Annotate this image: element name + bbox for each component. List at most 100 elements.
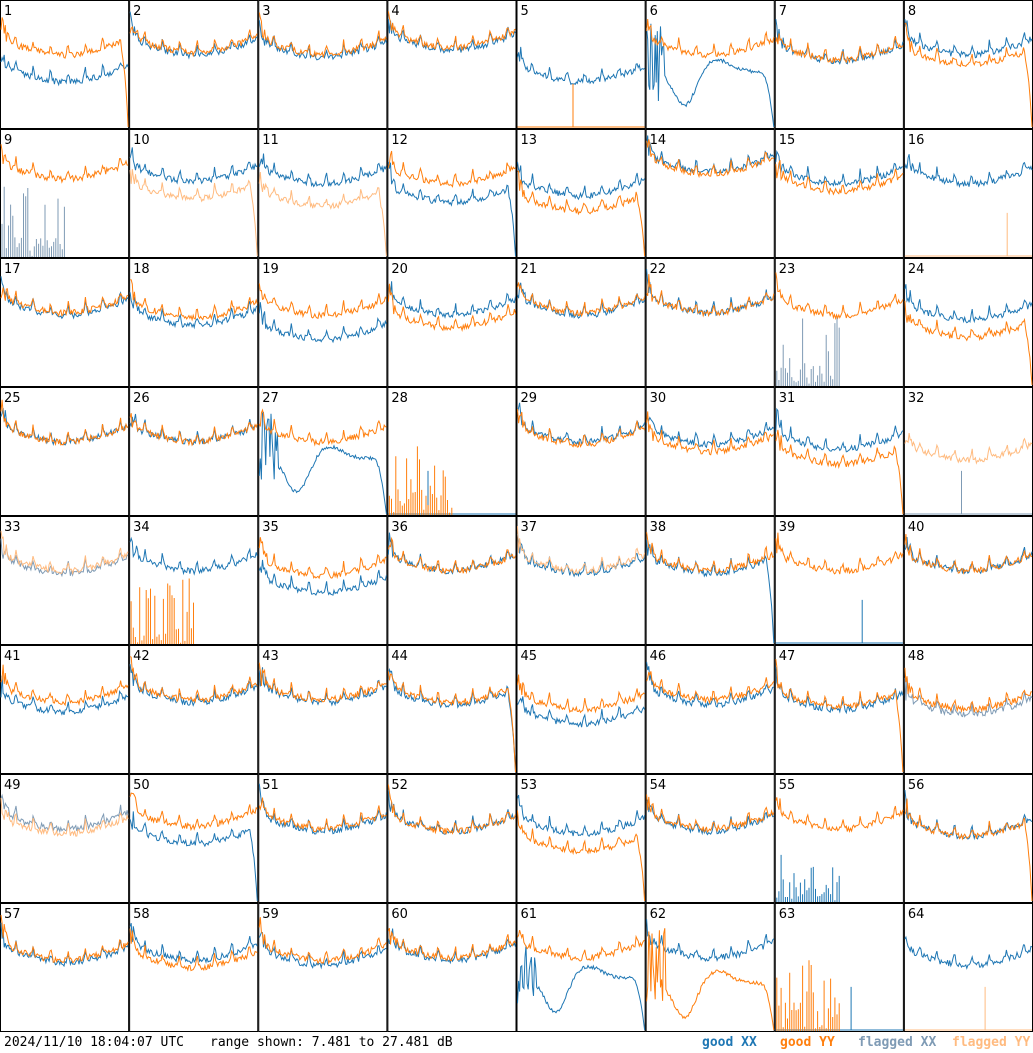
panel-label: 20: [391, 262, 408, 277]
trace-xx-1: [0, 54, 129, 87]
panel-frame: [387, 0, 517, 129]
panel-frame: [258, 129, 388, 258]
panel-30: 30: [645, 387, 775, 516]
panel-label: 63: [779, 907, 796, 922]
trace-yy-54: [646, 794, 775, 833]
panel-label: 25: [4, 391, 21, 406]
panel-14: 14: [645, 129, 775, 258]
trace-yy-23: [775, 272, 904, 321]
panel-label: 1: [4, 4, 12, 19]
trace-yy-49: [0, 797, 129, 837]
panel-63: 63: [774, 903, 904, 1032]
panel-label: 48: [908, 649, 925, 664]
trace-yy-2: [129, 25, 258, 58]
panel-frame: [903, 258, 1033, 387]
trace-xx-23: [776, 317, 840, 386]
panel-21: 21: [516, 258, 646, 387]
trace-yy-38: [646, 532, 775, 574]
panel-frame: [387, 645, 517, 774]
panel-frame: [516, 774, 646, 903]
panel-frame: [645, 903, 775, 1032]
panel-frame: [387, 258, 517, 387]
panel-22: 22: [645, 258, 775, 387]
trace-yy-4: [387, 11, 516, 52]
panel-frame: [0, 387, 130, 516]
panel-frame: [258, 774, 388, 903]
trace-yy-8: [904, 22, 1033, 128]
panel-11: 11: [258, 129, 388, 258]
panel-43: 43: [258, 645, 388, 774]
trace-xx-18: [129, 292, 258, 330]
panel-58: 58: [129, 903, 259, 1032]
panel-label: 36: [391, 520, 408, 535]
trace-yy-61: [517, 929, 645, 962]
panel-frame: [258, 0, 388, 129]
trace-yy-33: [0, 530, 129, 576]
panel-label: 59: [262, 907, 279, 922]
panel-label: 44: [391, 649, 408, 664]
trace-xx-61: [517, 945, 646, 1031]
panel-2: 2: [129, 0, 259, 129]
panel-label: 40: [908, 520, 925, 535]
panel-57: 57: [0, 903, 130, 1032]
panel-frame: [645, 258, 775, 387]
panel-frame: [387, 516, 517, 645]
panel-45: 45: [516, 645, 646, 774]
panel-frame: [129, 645, 259, 774]
trace-yy-11: [258, 171, 387, 257]
panel-23: 23: [774, 258, 904, 387]
panel-frame: [774, 516, 904, 645]
panel-label: 55: [779, 778, 796, 793]
trace-xx-13: [517, 161, 646, 201]
panel-46: 46: [645, 645, 775, 774]
panel-label: 51: [262, 778, 279, 793]
trace-yy-3: [258, 12, 387, 58]
trace-yy-44: [387, 671, 516, 773]
trace-yy-15: [775, 160, 904, 196]
panel-label: 28: [391, 391, 408, 406]
panel-label: 47: [779, 649, 796, 664]
panel-frame: [645, 516, 775, 645]
panel-frame: [645, 774, 775, 903]
panel-label: 23: [779, 262, 796, 277]
trace-yy-62: [646, 928, 775, 1031]
panel-label: 35: [262, 520, 279, 535]
panel-frame: [387, 774, 517, 903]
trace-xx-62: [646, 919, 775, 963]
trace-yy-5: [517, 83, 645, 128]
trace-xx-16: [904, 154, 1033, 188]
panel-frame: [903, 387, 1033, 516]
panel-frame: [0, 516, 130, 645]
panel-frame: [0, 258, 130, 387]
trace-yy-26: [129, 413, 258, 447]
panel-frame: [258, 645, 388, 774]
trace-yy-52: [387, 784, 516, 835]
legend-flagged-xx: flagged XX: [858, 1035, 937, 1050]
panel-label: 60: [391, 907, 408, 922]
panel-frame: [129, 129, 259, 258]
trace-xx-35: [258, 559, 387, 596]
trace-yy-39: [775, 532, 904, 575]
trace-xx-24: [904, 284, 1033, 324]
trace-yy-32: [904, 433, 1033, 465]
trace-yy-18: [130, 279, 258, 322]
trace-yy-19: [258, 283, 387, 319]
panel-16: 16: [903, 129, 1033, 258]
panel-frame: [129, 387, 259, 516]
panel-36: 36: [387, 516, 517, 645]
panel-label: 2: [133, 4, 141, 19]
panel-label: 10: [133, 133, 150, 148]
trace-yy-41: [0, 664, 129, 707]
trace-yy-40: [904, 533, 1033, 575]
panel-frame: [903, 0, 1033, 129]
panel-59: 59: [258, 903, 388, 1032]
trace-xx-45: [517, 696, 646, 728]
trace-yy-17: [0, 287, 129, 318]
trace-yy-56: [904, 798, 1033, 902]
panel-26: 26: [129, 387, 259, 516]
trace-yy-46: [646, 671, 775, 705]
trace-yy-36: [387, 536, 516, 575]
legend-good-yy: good YY: [780, 1035, 835, 1050]
panel-label: 42: [133, 649, 150, 664]
panel-label: 43: [262, 649, 279, 664]
